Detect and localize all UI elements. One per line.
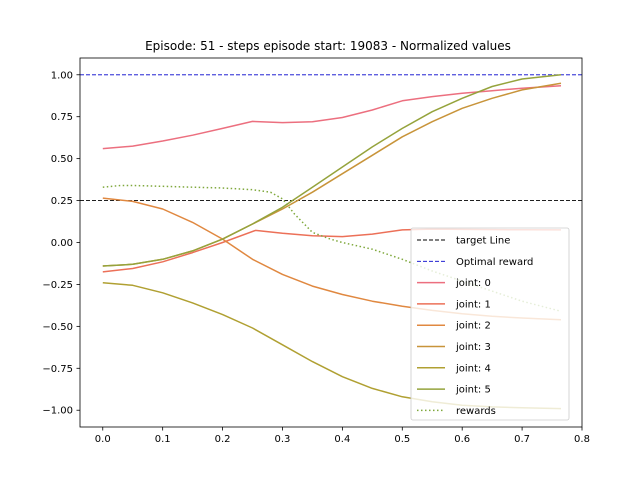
- x-tick-label: 0.5: [394, 434, 410, 445]
- series-line-6: [102, 184, 562, 313]
- legend-label-4: joint: 2: [455, 321, 491, 332]
- legend-label-5: joint: 3: [455, 342, 491, 353]
- x-tick-label: 0.8: [574, 434, 590, 445]
- legend-box: [410, 227, 570, 421]
- x-tick-label: 0.2: [215, 434, 231, 445]
- legend: target Line Optimal reward joint: 0 joint: …: [410, 227, 570, 421]
- x-tick-label: 0.7: [514, 434, 530, 445]
- axes: 0.0 0.1 0.2 0.3 0.4 0.5 0.6 0.7 0.8 1.00 0.75 0.50 0…: [42, 57, 590, 445]
- x-tick-label: 0.4: [334, 434, 350, 445]
- legend-label-6: joint: 4: [455, 363, 491, 374]
- legend-label-2: joint: 0: [455, 278, 491, 289]
- x-tick-label: 0.3: [275, 434, 291, 445]
- x-tick-label: 0.6: [454, 434, 470, 445]
- y-tick-label: 0.50: [51, 154, 73, 165]
- x-tick-label: 0.0: [95, 434, 111, 445]
- legend-label-3: joint: 1: [455, 299, 491, 310]
- y-tick-label: −0.25: [42, 280, 73, 291]
- x-tick-label: 0.1: [155, 434, 171, 445]
- series-group: [102, 74, 562, 410]
- y-tick-label: 0.00: [51, 238, 73, 249]
- legend-label-0: target Line: [456, 236, 510, 247]
- y-tick-label: 0.25: [51, 196, 73, 207]
- y-tick-label: 1.00: [51, 70, 73, 81]
- series-line-5: [102, 74, 562, 267]
- y-tick-label: −0.75: [42, 364, 73, 375]
- series-line-0: [102, 84, 562, 150]
- chart-title: Episode: 51 - steps episode start: 19083…: [145, 39, 511, 53]
- legend-label-8: rewards: [456, 406, 496, 417]
- y-tick-label: −1.00: [42, 406, 73, 417]
- legend-label-1: Optimal reward: [456, 257, 533, 268]
- legend-label-7: joint: 5: [455, 385, 491, 396]
- y-tick-label: −0.50: [42, 322, 73, 333]
- y-tick-label: 0.75: [51, 112, 73, 123]
